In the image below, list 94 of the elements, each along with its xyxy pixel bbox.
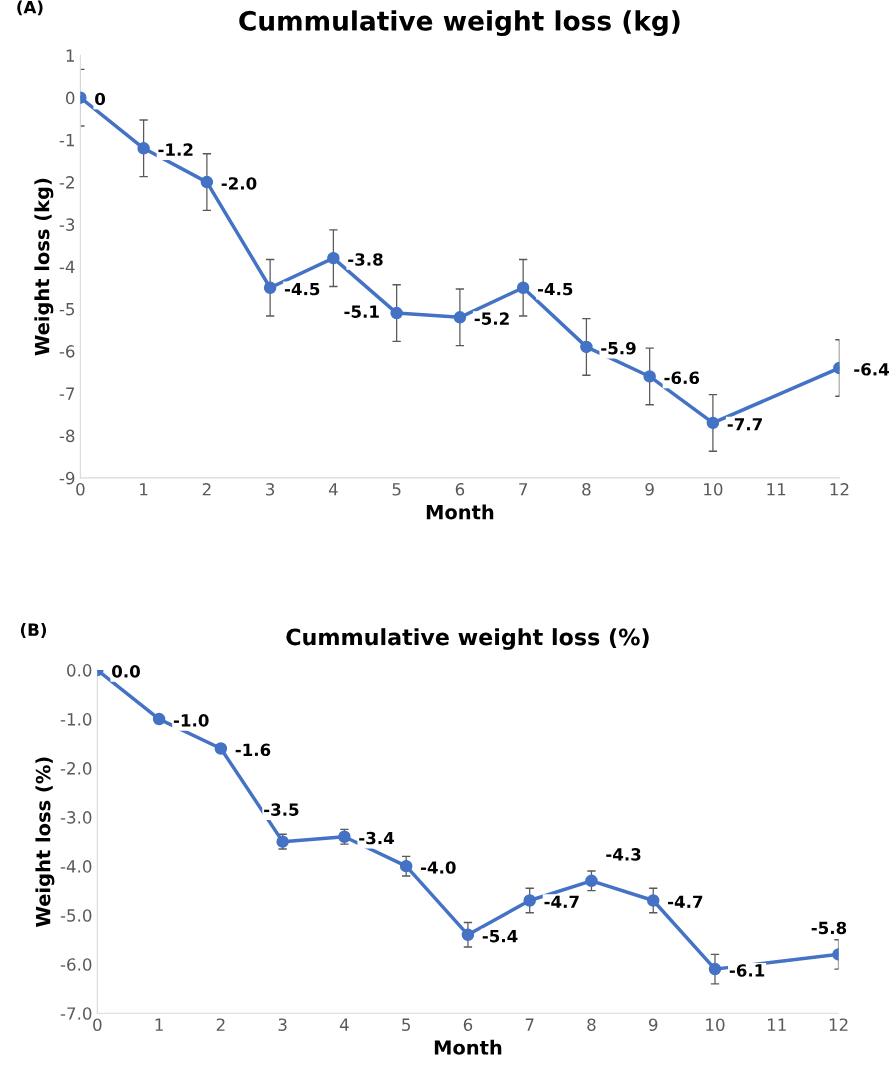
x-tick-label: 8	[582, 483, 591, 496]
x-tick-label: 5	[402, 1018, 411, 1031]
y-tick-label: -8	[59, 429, 75, 443]
x-tick-label: 5	[392, 483, 401, 496]
data-label: -1.2	[158, 143, 193, 156]
x-tick-label: 6	[463, 1018, 473, 1031]
x-tick-label: 1	[140, 483, 148, 496]
data-label: -6.1	[729, 964, 765, 977]
data-label: -4.7	[668, 895, 703, 908]
data-label: -4.7	[544, 895, 579, 908]
chart-title: Cummulative weight loss (kg)	[239, 10, 680, 37]
data-label: -5.2	[474, 312, 509, 325]
x-tick-label: 6	[455, 483, 465, 496]
y-tick-label: -6	[59, 345, 75, 358]
data-label: -7.7	[727, 418, 762, 431]
data-label: -4.5	[284, 282, 320, 296]
data-label: -5.4	[482, 930, 518, 943]
point	[643, 370, 656, 383]
point	[453, 311, 467, 324]
point	[706, 416, 720, 430]
point	[516, 281, 530, 294]
point	[646, 894, 660, 907]
data-label: -1.6	[235, 743, 271, 757]
x-tick-label: 8	[587, 1018, 596, 1031]
point	[263, 281, 277, 294]
x-tick-label: 12	[830, 483, 849, 496]
x-tick-label: 7	[519, 483, 528, 496]
x-tick-label: 12	[829, 1018, 848, 1031]
point	[214, 742, 228, 755]
data-label: -1.0	[173, 714, 209, 727]
x-axis-title: Month	[434, 1039, 502, 1055]
x-tick-label: 2	[216, 1018, 225, 1031]
y-axis-title: Weight loss (%)	[35, 757, 55, 927]
x-tick-label: 4	[328, 483, 338, 496]
chart-title: Cummulative weight loss (%)	[286, 628, 649, 650]
x-tick-label: 3	[278, 1018, 287, 1031]
y-tick-label: -1	[59, 134, 74, 147]
x-axis-title: Month	[426, 504, 494, 520]
y-tick-label: -7.0	[60, 1007, 92, 1020]
point	[708, 962, 722, 976]
data-label: -6.6	[664, 371, 700, 385]
x-tick-label: 10	[706, 1018, 725, 1031]
y-tick-label: -9	[59, 471, 75, 485]
text: (B)	[20, 623, 47, 638]
x-tick-label: 2	[202, 483, 211, 496]
data-label: -5.8	[811, 921, 847, 935]
x-tick-label: 4	[339, 1018, 349, 1031]
y-tick-label: -4	[59, 260, 75, 273]
point	[390, 306, 403, 320]
data-label: 0	[95, 92, 106, 106]
x-tick-label: 7	[525, 1018, 534, 1031]
data-label: -3.4	[359, 831, 394, 845]
x-tick-label: 9	[648, 1018, 658, 1031]
y-tick-label: 0	[66, 91, 75, 105]
point	[461, 928, 475, 942]
y-tick-label: -1.0	[60, 713, 92, 726]
data-label: -3.5	[264, 803, 299, 816]
point	[399, 859, 413, 873]
point	[200, 175, 214, 189]
y-tick-label: -4.0	[60, 860, 92, 873]
x-tick-label: 1	[155, 1018, 163, 1031]
x-tick-label: 11	[767, 1018, 786, 1031]
y-tick-label: 1	[66, 49, 74, 62]
y-tick-label: 0.0	[67, 664, 92, 677]
y-tick-label: -2	[59, 176, 74, 189]
y-tick-label: -5	[59, 303, 75, 316]
data-label: -3.8	[348, 253, 383, 266]
x-tick-label: 9	[645, 483, 654, 496]
data-label: -5.1	[344, 305, 379, 318]
point	[152, 712, 166, 726]
point	[523, 894, 536, 907]
data-label: -4.3	[606, 848, 641, 861]
x-tick-label: 11	[767, 483, 786, 496]
data-label: 0.0	[112, 665, 140, 678]
point	[327, 251, 340, 265]
data-label: -5.9	[601, 341, 636, 355]
y-tick-label: -3.0	[60, 811, 92, 824]
data-label: -6.4	[854, 363, 889, 376]
point	[580, 340, 593, 354]
y-tick-label: -7	[59, 387, 75, 400]
y-tick-label: -5.0	[60, 909, 92, 922]
y-tick-label: -3	[59, 218, 75, 231]
x-tick-label: 0	[93, 1018, 102, 1031]
y-axis-title: Weight loss (kg)	[34, 178, 54, 356]
point	[585, 874, 598, 888]
y-tick-label: -2.0	[60, 762, 92, 775]
point	[137, 142, 150, 155]
data-label: -4.5	[537, 282, 573, 296]
data-label: -4.0	[420, 861, 456, 874]
x-tick-label: 10	[704, 483, 723, 496]
y-tick-label: -6.0	[60, 958, 92, 971]
data-label: -2.0	[221, 177, 257, 190]
x-tick-label: 3	[266, 483, 275, 496]
text: (A)	[17, 0, 43, 16]
